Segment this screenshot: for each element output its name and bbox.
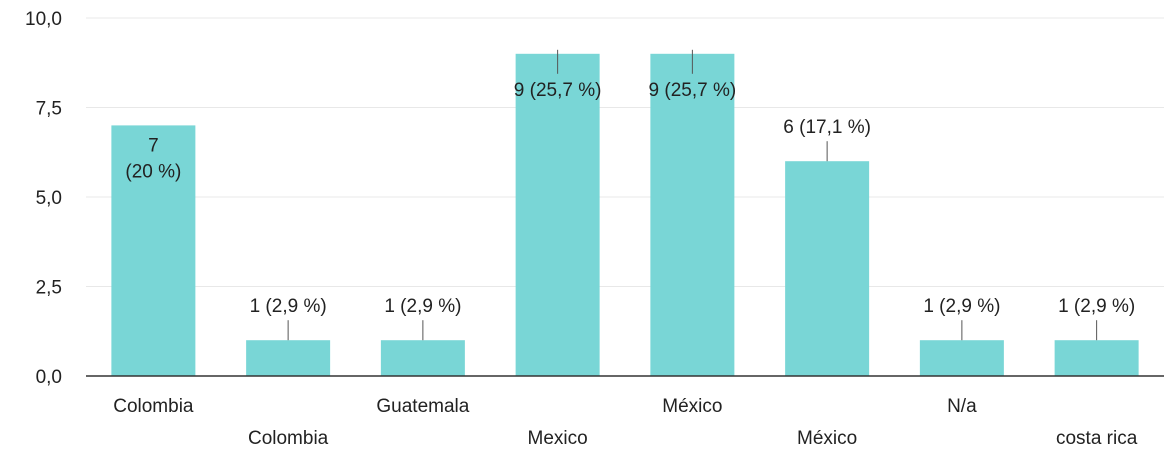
data-label: 7 xyxy=(148,135,159,156)
data-label: (20 %) xyxy=(125,161,181,182)
bar xyxy=(919,340,1004,376)
data-label: 1 (2,9 %) xyxy=(384,296,461,317)
data-label: 1 (2,9 %) xyxy=(923,296,1000,317)
category-label: Mexico xyxy=(528,428,588,449)
category-label: Colombia xyxy=(113,396,194,417)
y-tick-label: 5,0 xyxy=(36,188,62,209)
y-axis-ticks: 0,0 2,5 5,0 7,5 10,0 xyxy=(25,9,62,388)
y-tick-label: 0,0 xyxy=(36,367,62,388)
label-leaders xyxy=(287,49,1098,341)
y-tick-label: 2,5 xyxy=(36,278,62,299)
bar xyxy=(246,340,331,376)
data-label: 6 (17,1 %) xyxy=(783,117,871,138)
x-axis-categories: Colombia Colombia Guatemala Mexico México Méx… xyxy=(113,396,1137,449)
category-label: Guatemala xyxy=(376,396,469,417)
category-label: México xyxy=(797,428,857,449)
bar xyxy=(380,340,465,376)
category-label: costa rica xyxy=(1056,428,1138,449)
data-labels: 7 (20 %) 1 (2,9 %) 1 (2,9 %) 9 (25,7 %) 9 (25… xyxy=(125,80,1135,317)
bar xyxy=(650,53,735,377)
data-label: 9 (25,7 %) xyxy=(649,80,737,101)
grid-lines xyxy=(86,17,1164,287)
category-label: México xyxy=(662,396,722,417)
data-label: 9 (25,7 %) xyxy=(514,80,602,101)
bar xyxy=(111,125,196,377)
bar xyxy=(515,53,600,377)
category-label: N/a xyxy=(947,396,977,417)
y-tick-label: 10,0 xyxy=(25,9,62,30)
bars xyxy=(111,53,1139,377)
y-tick-label: 7,5 xyxy=(36,99,62,120)
data-label: 1 (2,9 %) xyxy=(250,296,327,317)
bar xyxy=(785,161,870,376)
category-label: Colombia xyxy=(248,428,329,449)
data-label: 1 (2,9 %) xyxy=(1058,296,1135,317)
bar xyxy=(1054,340,1139,376)
